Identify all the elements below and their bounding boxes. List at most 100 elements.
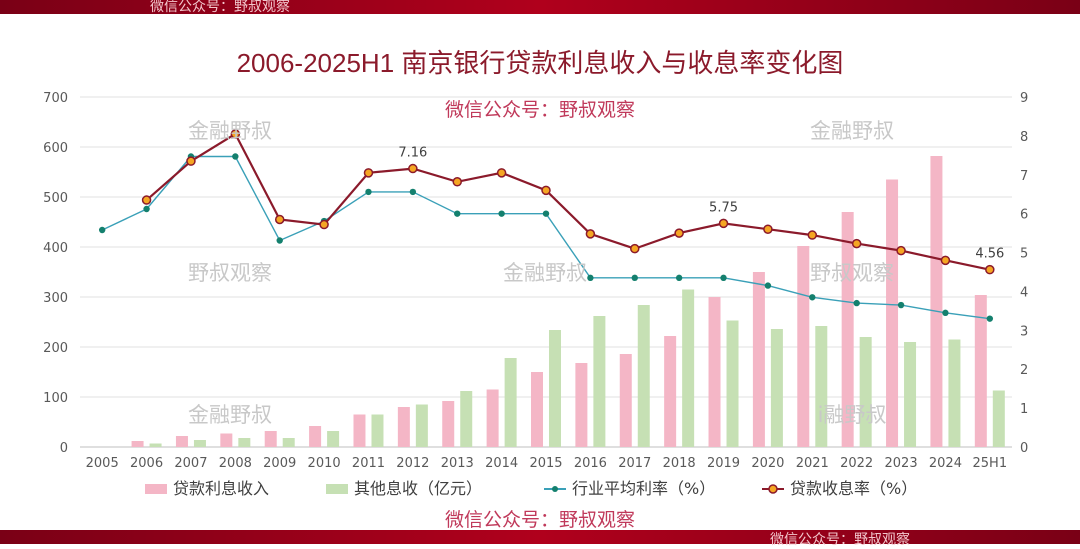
chart-canvas: 2006-2025H1 南京银行贷款利息收入与收息率变化图 0 100 200 300… <box>43 48 1028 530</box>
y-right-tick-label: 1 <box>1020 402 1028 417</box>
bar-other-interest <box>415 404 428 447</box>
x-tick-label: 2017 <box>618 456 651 471</box>
point-industry-rate <box>542 210 550 217</box>
data-label: 5.75 <box>709 200 738 215</box>
x-tick-label: 2011 <box>352 456 385 471</box>
y-left-tick-label: 200 <box>43 341 68 356</box>
y-left-tick-label: 0 <box>60 441 68 456</box>
bar-loan-interest <box>131 441 144 447</box>
bar-loan-interest <box>264 431 277 447</box>
y-left-tick-label: 500 <box>43 191 68 206</box>
x-tick-label: 2024 <box>929 456 962 471</box>
y-right-tick-label: 9 <box>1020 91 1028 106</box>
point-loan-yield <box>985 264 995 275</box>
point-loan-yield <box>230 129 241 139</box>
point-industry-rate <box>853 299 860 307</box>
watermark-account-bottom: 微信公众号：野叔观察 <box>445 509 635 530</box>
bar-other-interest <box>726 320 739 447</box>
bar-loan-interest <box>442 401 455 447</box>
bar-other-interest <box>238 438 251 447</box>
x-tick-label: 2007 <box>174 456 207 471</box>
point-loan-yield <box>763 224 773 234</box>
point-industry-rate <box>720 274 727 282</box>
x-tick-label: 2021 <box>796 456 829 471</box>
bar-other-interest <box>460 391 473 447</box>
point-industry-rate <box>764 282 772 289</box>
x-tick-label: 2022 <box>840 456 873 471</box>
point-industry-rate <box>986 315 994 322</box>
data-label: 4.56 <box>975 247 1004 262</box>
bar-other-interest <box>904 342 917 447</box>
x-tick-label: 2019 <box>707 456 740 471</box>
point-loan-yield <box>319 219 329 230</box>
point-loan-yield <box>408 163 418 174</box>
x-tick-label: 2008 <box>219 456 252 471</box>
bar-loan-interest <box>886 179 899 447</box>
bar-loan-interest <box>531 372 543 447</box>
bar-loan-interest <box>930 156 943 447</box>
legend-marker <box>768 484 778 494</box>
legend-swatch <box>145 484 167 494</box>
bottom-watermark: 微信公众号：野叔观察 <box>770 532 910 548</box>
top-watermark: 微信公众号：野叔观察 <box>150 0 290 15</box>
point-industry-rate <box>276 237 283 244</box>
point-loan-yield <box>940 255 951 266</box>
point-loan-yield <box>807 230 818 240</box>
y-right-tick-label: 6 <box>1020 208 1028 223</box>
point-loan-yield <box>363 168 374 178</box>
bar-loan-interest <box>752 272 765 447</box>
point-loan-yield <box>541 185 551 196</box>
x-tick-label: 2023 <box>885 456 918 471</box>
point-industry-rate <box>454 210 461 217</box>
y-right-tick-label: 8 <box>1020 130 1028 145</box>
legend-label: 贷款收息率（%） <box>790 479 917 498</box>
legend: 贷款利息收入 其他息收（亿元） 行业平均利率（%） 贷款收息率（%） <box>145 479 917 498</box>
y-left-tick-label: 700 <box>43 91 68 106</box>
bar-other-interest <box>815 326 828 447</box>
point-industry-rate <box>942 309 949 317</box>
y-left-tick-label: 600 <box>43 141 68 156</box>
legend-label: 行业平均利率（%） <box>572 479 715 498</box>
x-tick-label: 2005 <box>86 456 119 471</box>
bar-loan-interest <box>397 407 410 447</box>
x-tick-label: 2014 <box>485 456 518 471</box>
bottom-banner: 微信公众号：野叔观察 <box>0 530 1080 548</box>
y-left-tick-label: 400 <box>43 241 68 256</box>
y-right-tick-label: 0 <box>1020 441 1028 456</box>
point-industry-rate <box>498 210 505 217</box>
legend-label: 贷款利息收入 <box>173 479 269 498</box>
y-left-tick-label: 100 <box>43 391 68 406</box>
watermark-brand-1: 金融野叔 <box>188 119 272 143</box>
bar-loan-interest <box>486 389 499 447</box>
bar-loan-interest <box>664 336 677 447</box>
y-left-tick-label: 300 <box>43 291 68 306</box>
watermark-brand-2: 金融野叔 <box>810 119 894 143</box>
point-industry-rate <box>232 153 239 160</box>
y-right-tick-label: 3 <box>1020 324 1028 339</box>
point-loan-yield <box>186 156 196 166</box>
data-label: 7.16 <box>398 146 427 161</box>
point-industry-rate <box>631 274 638 282</box>
bar-loan-interest <box>309 426 322 447</box>
x-tick-label: 2020 <box>751 456 784 471</box>
x-tick-label: 2016 <box>574 456 607 471</box>
bar-other-interest <box>371 414 384 447</box>
chart-title: 2006-2025H1 南京银行贷款利息收入与收息率变化图 <box>237 48 844 78</box>
bar-other-interest <box>948 339 961 447</box>
bar-other-interest <box>682 289 695 447</box>
y-right-tick-label: 7 <box>1020 169 1028 184</box>
point-industry-rate <box>409 188 417 196</box>
top-banner: 微信公众号：野叔观察 <box>0 0 1080 15</box>
x-tick-label: 2015 <box>529 456 562 471</box>
bar-other-interest <box>593 316 606 447</box>
x-tick-label: 2012 <box>396 456 429 471</box>
y-right-tick-label: 2 <box>1020 363 1028 378</box>
point-industry-rate <box>365 188 372 196</box>
bar-other-interest <box>637 305 650 447</box>
bar-loan-interest <box>974 295 987 447</box>
point-industry-rate <box>143 205 150 213</box>
bar-other-interest <box>992 390 1005 447</box>
point-loan-yield <box>274 214 285 225</box>
watermark-brand-6: 金融野叔 <box>188 403 272 427</box>
bar-loan-interest <box>841 212 854 447</box>
